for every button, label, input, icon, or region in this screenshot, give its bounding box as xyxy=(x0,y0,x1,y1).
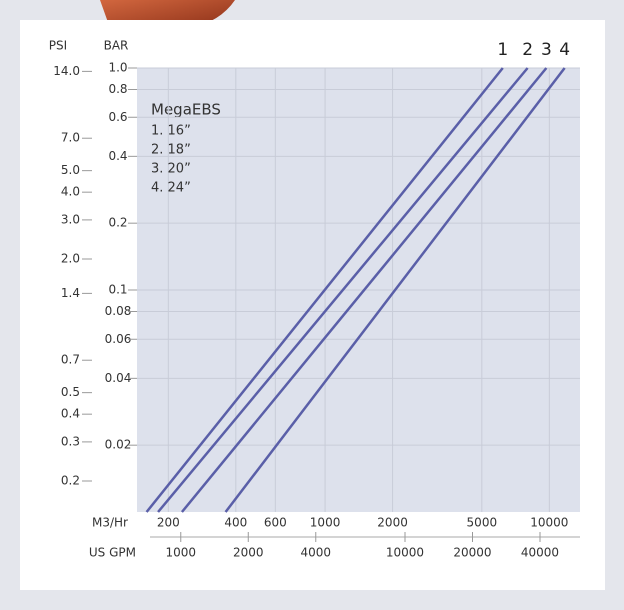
y2-tick-label: 7.0 xyxy=(61,131,80,145)
legend-entry: 1. 16” xyxy=(151,124,191,139)
y-tick-label: 0.06 xyxy=(105,332,132,346)
line-label: 2 xyxy=(522,40,533,60)
y-tick-label: 1.0 xyxy=(108,61,127,75)
y2-tick-label: 5.0 xyxy=(61,163,80,177)
series-line xyxy=(145,67,504,513)
legend-title: MegaEBS xyxy=(151,101,221,119)
legend-entry: 2. 18” xyxy=(151,143,191,158)
x2-tick-label: 2000 xyxy=(233,546,264,560)
y2-tick-label: 4.0 xyxy=(61,185,80,199)
legend-entry: 3. 20” xyxy=(151,162,191,177)
x2-tick-label: 40000 xyxy=(521,546,559,560)
series-line xyxy=(157,67,529,513)
y2-tick-label: 0.4 xyxy=(61,407,80,421)
y-tick-label: 0.4 xyxy=(108,149,127,163)
y2-axis-label: PSI xyxy=(49,39,67,53)
series-line xyxy=(180,67,548,513)
x2-tick-label: 10000 xyxy=(386,546,424,560)
y2-tick-label: 14.0 xyxy=(53,64,80,78)
y-tick-label: 0.08 xyxy=(105,304,132,318)
line-label: 3 xyxy=(541,40,552,60)
y-axis-label: BAR xyxy=(104,39,129,53)
x2-tick-label: 4000 xyxy=(300,546,331,560)
x-axis-label: M3/Hr xyxy=(92,516,128,530)
y2-tick-label: 1.4 xyxy=(61,286,80,300)
legend-entry: 4. 24” xyxy=(151,181,191,196)
x2-axis-label: US GPM xyxy=(89,546,136,560)
y-tick-label: 0.04 xyxy=(105,371,132,385)
x-tick-label: 2000 xyxy=(377,516,408,530)
x-tick-label: 200 xyxy=(157,516,180,530)
y2-tick-label: 3.0 xyxy=(61,212,80,226)
x2-tick-label: 20000 xyxy=(453,546,491,560)
line-label: 4 xyxy=(559,40,570,60)
y-tick-label: 0.8 xyxy=(108,82,127,96)
y-tick-label: 0.2 xyxy=(108,216,127,230)
line-label: 1 xyxy=(497,40,508,60)
y-tick-label: 0.1 xyxy=(108,283,127,297)
x-tick-label: 400 xyxy=(224,516,247,530)
x-tick-label: 1000 xyxy=(310,516,341,530)
y-tick-label: 0.02 xyxy=(105,438,132,452)
y2-tick-label: 0.3 xyxy=(61,434,80,448)
x-tick-label: 5000 xyxy=(467,516,498,530)
y2-tick-label: 0.5 xyxy=(61,385,80,399)
x-tick-label: 600 xyxy=(264,516,287,530)
x-tick-label: 10000 xyxy=(530,516,568,530)
y2-tick-label: 0.2 xyxy=(61,473,80,487)
y2-tick-label: 0.7 xyxy=(61,353,80,367)
y-tick-label: 0.6 xyxy=(108,110,127,124)
y2-tick-label: 2.0 xyxy=(61,251,80,265)
series-line xyxy=(224,67,566,513)
x2-tick-label: 1000 xyxy=(165,546,196,560)
